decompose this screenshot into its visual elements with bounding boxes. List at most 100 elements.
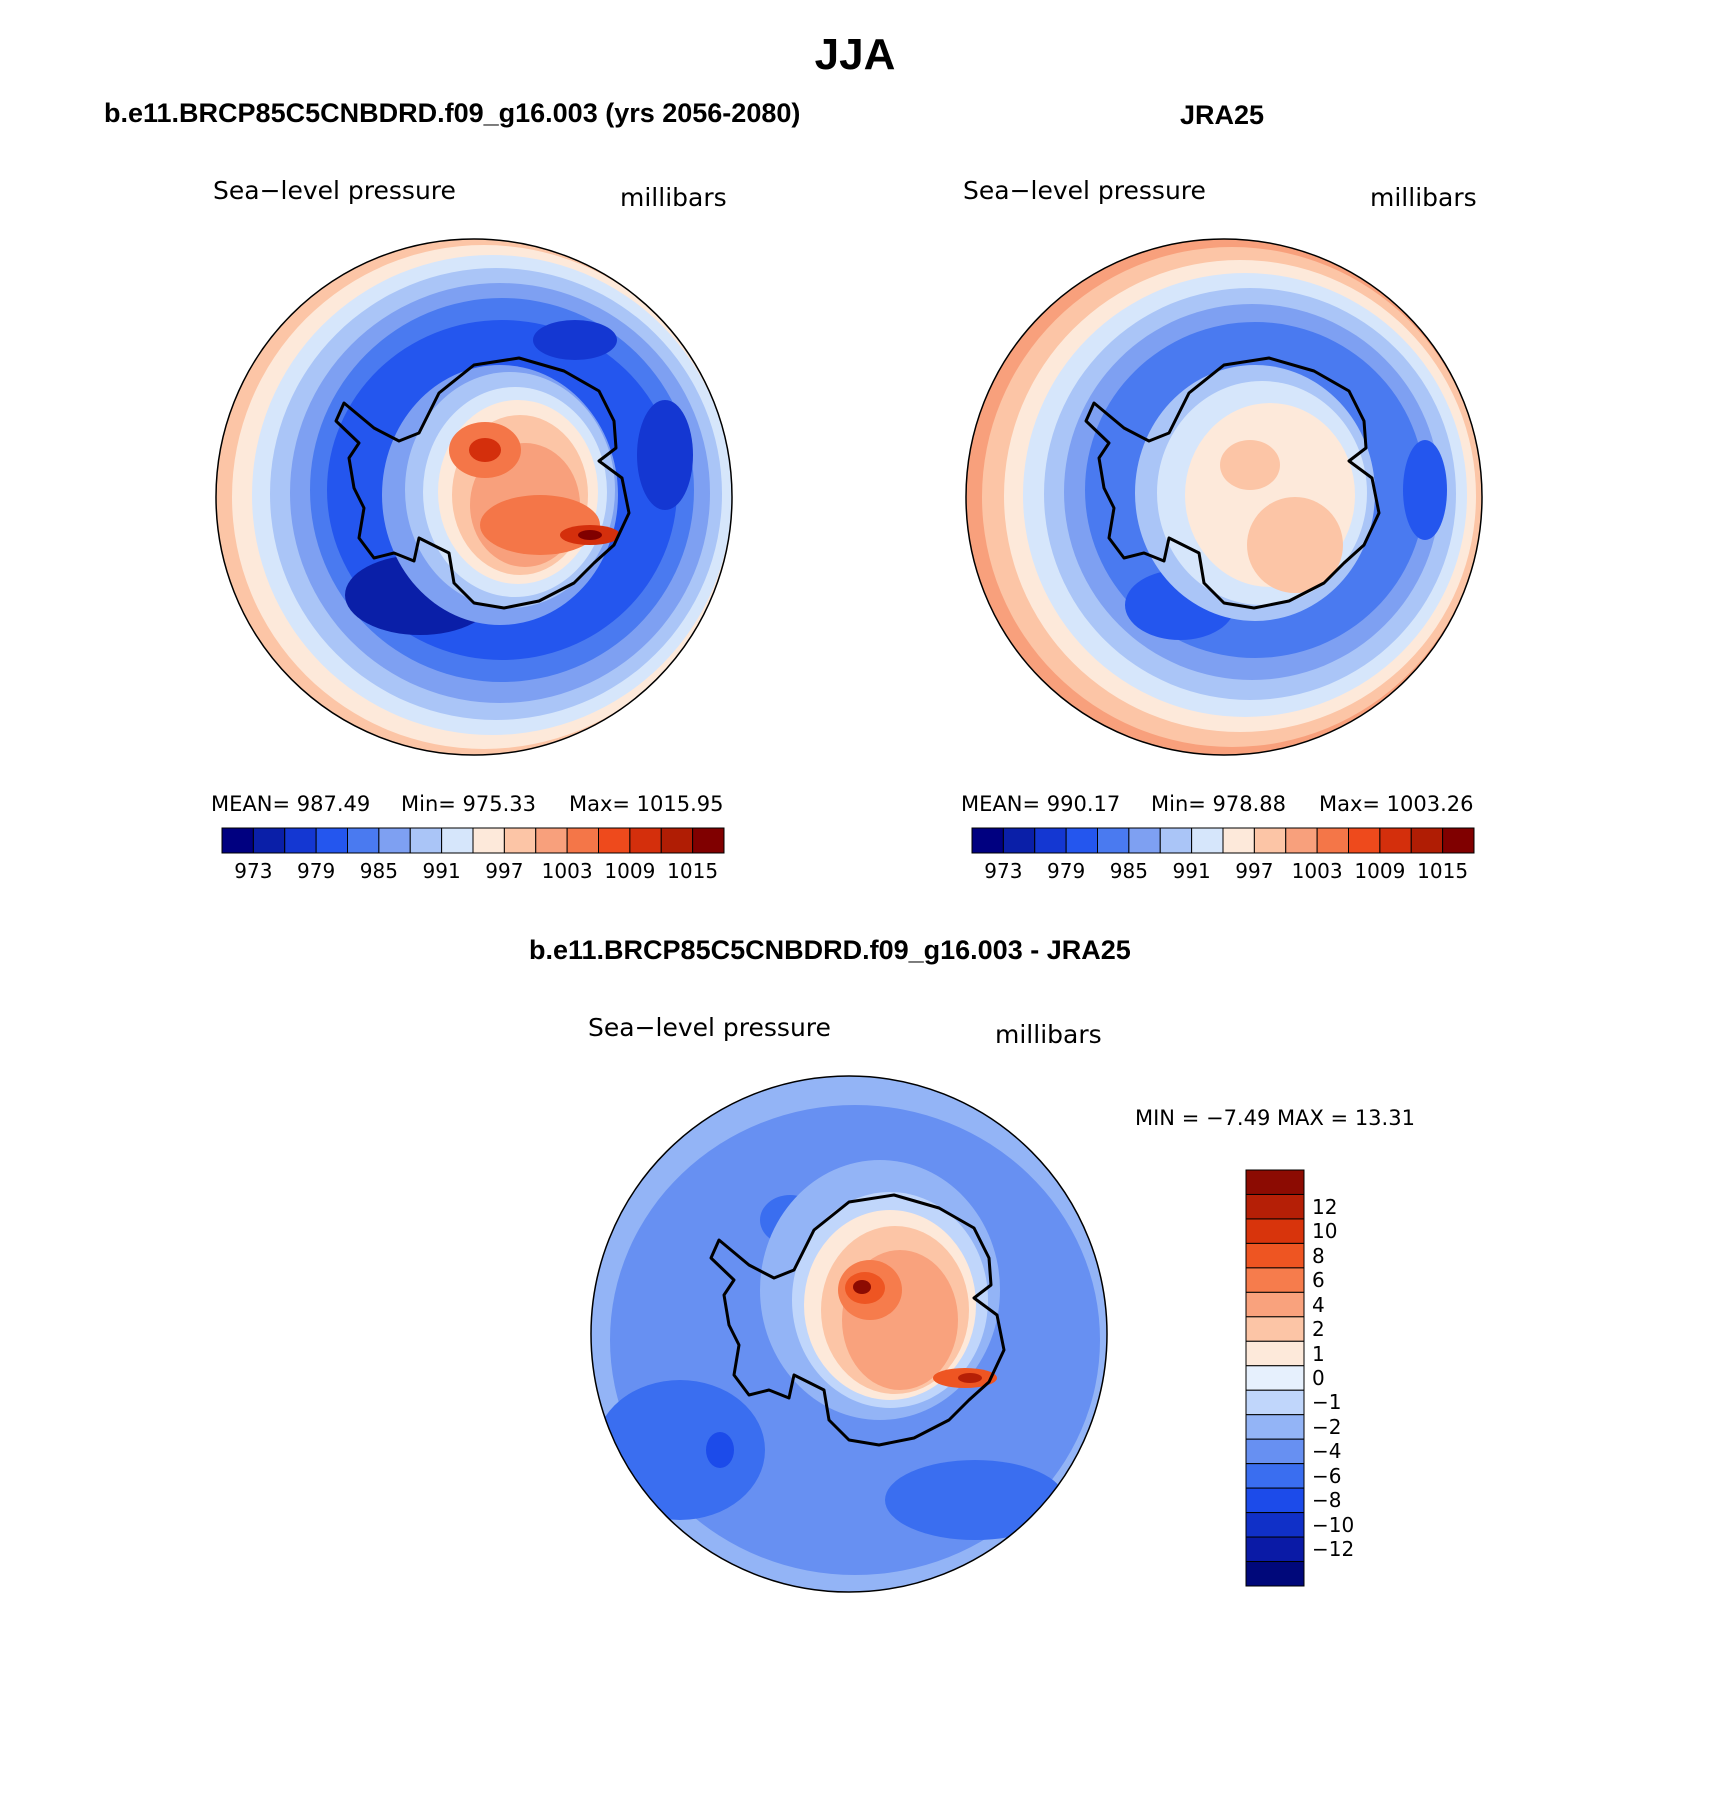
model-low-north — [533, 320, 617, 360]
model-high-west-core — [469, 438, 501, 462]
diff-map — [591, 1076, 1107, 1592]
diff-colorbar-swatch — [1245, 1291, 1305, 1318]
diff-colorbar-swatch — [1245, 1389, 1305, 1416]
obs-colorbar-swatch — [1002, 827, 1036, 854]
obs-colorbar-tick-label: 985 — [1109, 859, 1148, 883]
model-colorbar-tick-label: 985 — [359, 859, 398, 883]
model-colorbar-swatch — [378, 827, 411, 854]
model-colorbar-tick-label: 991 — [422, 859, 461, 883]
model-colorbar-tick-label: 997 — [485, 859, 524, 883]
model-colorbar — [221, 827, 725, 854]
obs-colorbar-swatch — [1316, 827, 1349, 854]
figure-title: JJA — [814, 30, 896, 79]
diff-colorbar-tick-label: −8 — [1312, 1488, 1342, 1513]
obs-colorbar-swatch — [1348, 827, 1381, 854]
model-colorbar-tick-label: 979 — [297, 859, 336, 883]
diff-colorbar-swatch — [1245, 1438, 1305, 1465]
model-colorbar-swatch — [598, 827, 631, 854]
obs-colorbar-swatch — [1285, 827, 1318, 854]
diff-colorbar-swatch — [1245, 1536, 1305, 1563]
model-colorbar-swatch — [284, 827, 317, 854]
model-mean-stat: MEAN= 987.49 — [211, 792, 371, 816]
model-colorbar-swatch — [535, 827, 568, 854]
obs-colorbar-swatch — [1128, 827, 1161, 854]
obs-colorbar-swatch — [1097, 827, 1130, 854]
obs-colorbar-tick-label: 1009 — [1354, 859, 1406, 883]
obs-colorbar-swatch — [1191, 827, 1224, 854]
obs-panel-title: JRA25 — [1180, 100, 1265, 130]
obs-colorbar-swatch — [971, 827, 1004, 854]
diff-colorbar-swatch — [1245, 1365, 1305, 1391]
model-colorbar-swatch — [315, 827, 348, 854]
diff-colorbar-swatch — [1245, 1316, 1305, 1342]
diff-colorbar-tick-label: 1 — [1312, 1341, 1325, 1366]
diff-variable-label: Sea−level pressure — [588, 1013, 831, 1042]
obs-low-east — [1403, 440, 1447, 540]
obs-colorbar-tick-label: 1003 — [1291, 859, 1343, 883]
diff-colorbar-tick-label: 0 — [1312, 1366, 1325, 1390]
diff-colorbar-swatch — [1245, 1242, 1305, 1269]
diff-colorbar-swatch — [1245, 1267, 1305, 1293]
model-colorbar-swatch — [629, 827, 662, 854]
model-map — [216, 239, 732, 755]
obs-field-land4 — [1220, 440, 1280, 490]
diff-high-west-core — [853, 1280, 871, 1294]
model-colorbar-swatch — [566, 827, 599, 854]
diff-colorbar-tick-label: 6 — [1312, 1268, 1325, 1293]
diff-low-west-core — [706, 1432, 734, 1468]
diff-colorbar-tick-label: 12 — [1312, 1194, 1338, 1219]
model-colorbar-swatch — [409, 827, 443, 854]
diff-low-south — [885, 1460, 1065, 1540]
diff-colorbar-tick-label: 4 — [1312, 1292, 1325, 1317]
obs-field-land3 — [1247, 497, 1343, 593]
model-colorbar-swatch — [347, 827, 380, 854]
diff-colorbar-tick-label: −6 — [1312, 1463, 1342, 1488]
model-colorbar-tick-label: 1009 — [604, 859, 656, 883]
model-field-land6 — [480, 495, 600, 555]
model-panel-title: b.e11.BRCP85C5CNBDRD.f09_g16.003 (yrs 20… — [104, 98, 801, 128]
obs-colorbar-tick-label: 997 — [1235, 859, 1274, 883]
obs-colorbar-tick-label: 991 — [1172, 859, 1211, 883]
diff-colorbar-swatch — [1245, 1512, 1305, 1538]
obs-max-stat: Max= 1003.26 — [1319, 792, 1474, 816]
model-colorbar-tick-label: 1003 — [541, 859, 593, 883]
diff-units-label: millibars — [995, 1020, 1102, 1049]
model-colorbar-swatch — [441, 827, 474, 854]
obs-mean-stat: MEAN= 990.17 — [961, 792, 1121, 816]
diff-colorbar-tick-label: 8 — [1312, 1243, 1325, 1268]
model-high-east-core — [578, 530, 602, 540]
diff-colorbar — [1245, 1169, 1305, 1587]
diff-colorbar-swatch — [1245, 1463, 1305, 1489]
obs-colorbar-tick-label: 979 — [1047, 859, 1086, 883]
obs-colorbar-swatch — [1253, 827, 1287, 854]
model-colorbar-swatch — [660, 827, 694, 854]
model-max-stat: Max= 1015.95 — [569, 792, 724, 816]
diff-colorbar-tick-label: −4 — [1312, 1439, 1342, 1464]
obs-colorbar-swatch — [1442, 827, 1475, 854]
model-colorbar-tick-label: 1015 — [667, 859, 719, 883]
obs-map-border — [965, 238, 1483, 756]
model-colorbar-tick-label: 973 — [234, 859, 273, 883]
model-units-label: millibars — [620, 183, 727, 212]
obs-colorbar-swatch — [1222, 827, 1255, 854]
diff-colorbar-swatch — [1245, 1340, 1305, 1367]
model-colorbar-swatch — [503, 827, 537, 854]
obs-colorbar-tick-label: 1015 — [1417, 859, 1469, 883]
diff-colorbar-tick-label: −1 — [1312, 1390, 1342, 1415]
obs-colorbar-swatch — [1379, 827, 1412, 854]
obs-colorbar-swatch — [1159, 827, 1193, 854]
obs-colorbar-swatch — [1065, 827, 1098, 854]
diff-minmax-stat: MIN = −7.49 MAX = 13.31 — [1135, 1106, 1415, 1130]
obs-units-label: millibars — [1370, 183, 1477, 212]
model-colorbar-swatch — [221, 827, 254, 854]
model-colorbar-swatch — [472, 827, 505, 854]
diff-panel-title: b.e11.BRCP85C5CNBDRD.f09_g16.003 - JRA25 — [529, 935, 1131, 965]
obs-colorbar-swatch — [1034, 827, 1067, 854]
obs-colorbar-tick-label: 973 — [984, 859, 1023, 883]
diff-colorbar-swatch — [1245, 1193, 1305, 1220]
diff-colorbar-swatch — [1245, 1561, 1305, 1587]
diff-colorbar-tick-label: 10 — [1312, 1219, 1338, 1244]
model-variable-label: Sea−level pressure — [213, 176, 456, 205]
obs-colorbar — [971, 827, 1475, 854]
